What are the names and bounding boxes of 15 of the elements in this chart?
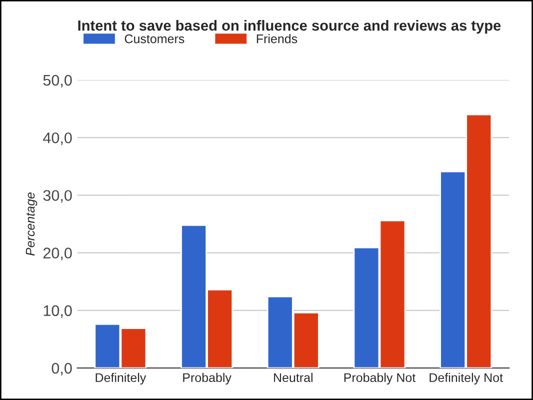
x-tick-label: Definitely Not [430,372,503,385]
x-tick-label: Neutral [274,372,312,382]
y-tick-label: 0,0 [52,362,72,376]
y-tick-label: 20,0 [43,248,72,260]
x-tick-label: Probably Not [344,372,416,385]
x-tick-label: Definitely [96,372,146,385]
legend-label: Customers [124,34,184,44]
y-tick-label: 50,0 [43,74,72,88]
x-tick-label: Probably [183,372,232,385]
y-tick-label: 30,0 [43,190,72,203]
legend-label: Friends [256,34,298,44]
chart-title: Intent to save based on influence source and reviews as type [78,20,501,34]
y-tick-label: 40,0 [43,132,72,146]
y-tick-label: 10,0 [44,305,72,318]
y-axis-title: Percentage [26,192,38,256]
